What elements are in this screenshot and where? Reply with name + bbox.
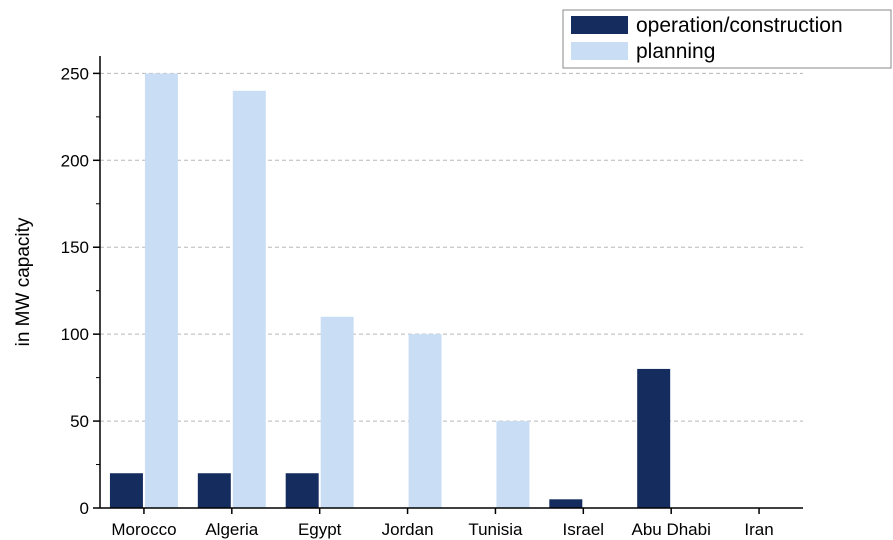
bar-operation-abu-dhabi [637, 368, 671, 508]
x-tick-label: Tunisia [468, 520, 523, 539]
y-ticks: 0 50 100 150 200 250 [61, 64, 100, 518]
axes [99, 56, 803, 509]
bar-planning-tunisia [496, 421, 530, 508]
y-tick-label: 150 [61, 238, 89, 257]
bar-planning-algeria [232, 90, 266, 509]
bars [109, 73, 671, 509]
bar-planning-jordan [408, 334, 442, 508]
legend-label: operation/construction [636, 14, 843, 37]
legend-label: planning [636, 40, 715, 63]
x-tick-label: Egypt [298, 520, 342, 539]
x-tick-label: Israel [563, 520, 605, 539]
x-tick-label: Iran [744, 520, 773, 539]
bar-operation-israel [549, 499, 583, 508]
x-ticks: Morocco Algeria Egypt Jordan Tunisia Israel Ab… [111, 508, 774, 539]
legend-swatch [571, 16, 628, 34]
x-tick-label: Morocco [111, 520, 176, 539]
x-tick-label: Jordan [382, 520, 434, 539]
x-tick-label: Algeria [205, 520, 258, 539]
y-tick-label: 100 [61, 325, 89, 344]
legend-swatch [571, 42, 628, 60]
legend: operation/construction planning [562, 9, 892, 69]
y-axis-label: in MW capacity [13, 217, 34, 346]
bar-operation-egypt [285, 473, 319, 508]
y-tick-label: 200 [61, 151, 89, 170]
gridlines [100, 72, 803, 422]
y-tick-label: 50 [70, 412, 89, 431]
bar-operation-algeria [197, 473, 231, 508]
bar-operation-morocco [109, 473, 143, 508]
bar-planning-egypt [320, 316, 354, 508]
y-tick-label: 250 [61, 64, 89, 83]
y-tick-label: 0 [80, 499, 89, 518]
x-tick-label: Abu Dhabi [631, 520, 710, 539]
bar-planning-morocco [144, 73, 178, 508]
